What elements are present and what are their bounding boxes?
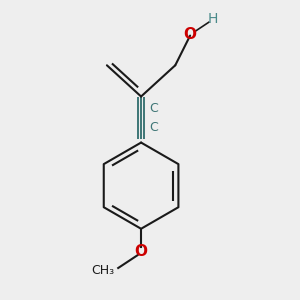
Text: CH₃: CH₃ — [91, 265, 114, 278]
Text: C: C — [149, 121, 158, 134]
Text: O: O — [135, 244, 148, 259]
Text: O: O — [184, 27, 196, 42]
Text: C: C — [149, 102, 158, 115]
Text: H: H — [207, 12, 218, 26]
